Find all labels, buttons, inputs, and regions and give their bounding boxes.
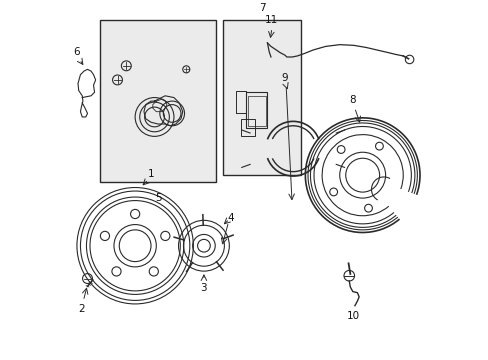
Text: 1: 1: [147, 169, 154, 179]
Text: 7: 7: [258, 3, 265, 13]
Text: 9: 9: [281, 73, 288, 84]
Text: 2: 2: [78, 304, 84, 314]
Bar: [241, 119, 255, 136]
Bar: [247, 96, 265, 126]
Text: 3: 3: [200, 283, 207, 293]
Bar: [223, 20, 300, 175]
Text: 4: 4: [227, 212, 234, 222]
Bar: [246, 92, 267, 127]
Text: 8: 8: [348, 95, 355, 105]
Text: 10: 10: [346, 311, 359, 321]
Text: 11: 11: [264, 15, 277, 25]
Text: 5: 5: [154, 193, 161, 203]
Text: 6: 6: [74, 47, 80, 57]
Bar: [100, 20, 216, 182]
